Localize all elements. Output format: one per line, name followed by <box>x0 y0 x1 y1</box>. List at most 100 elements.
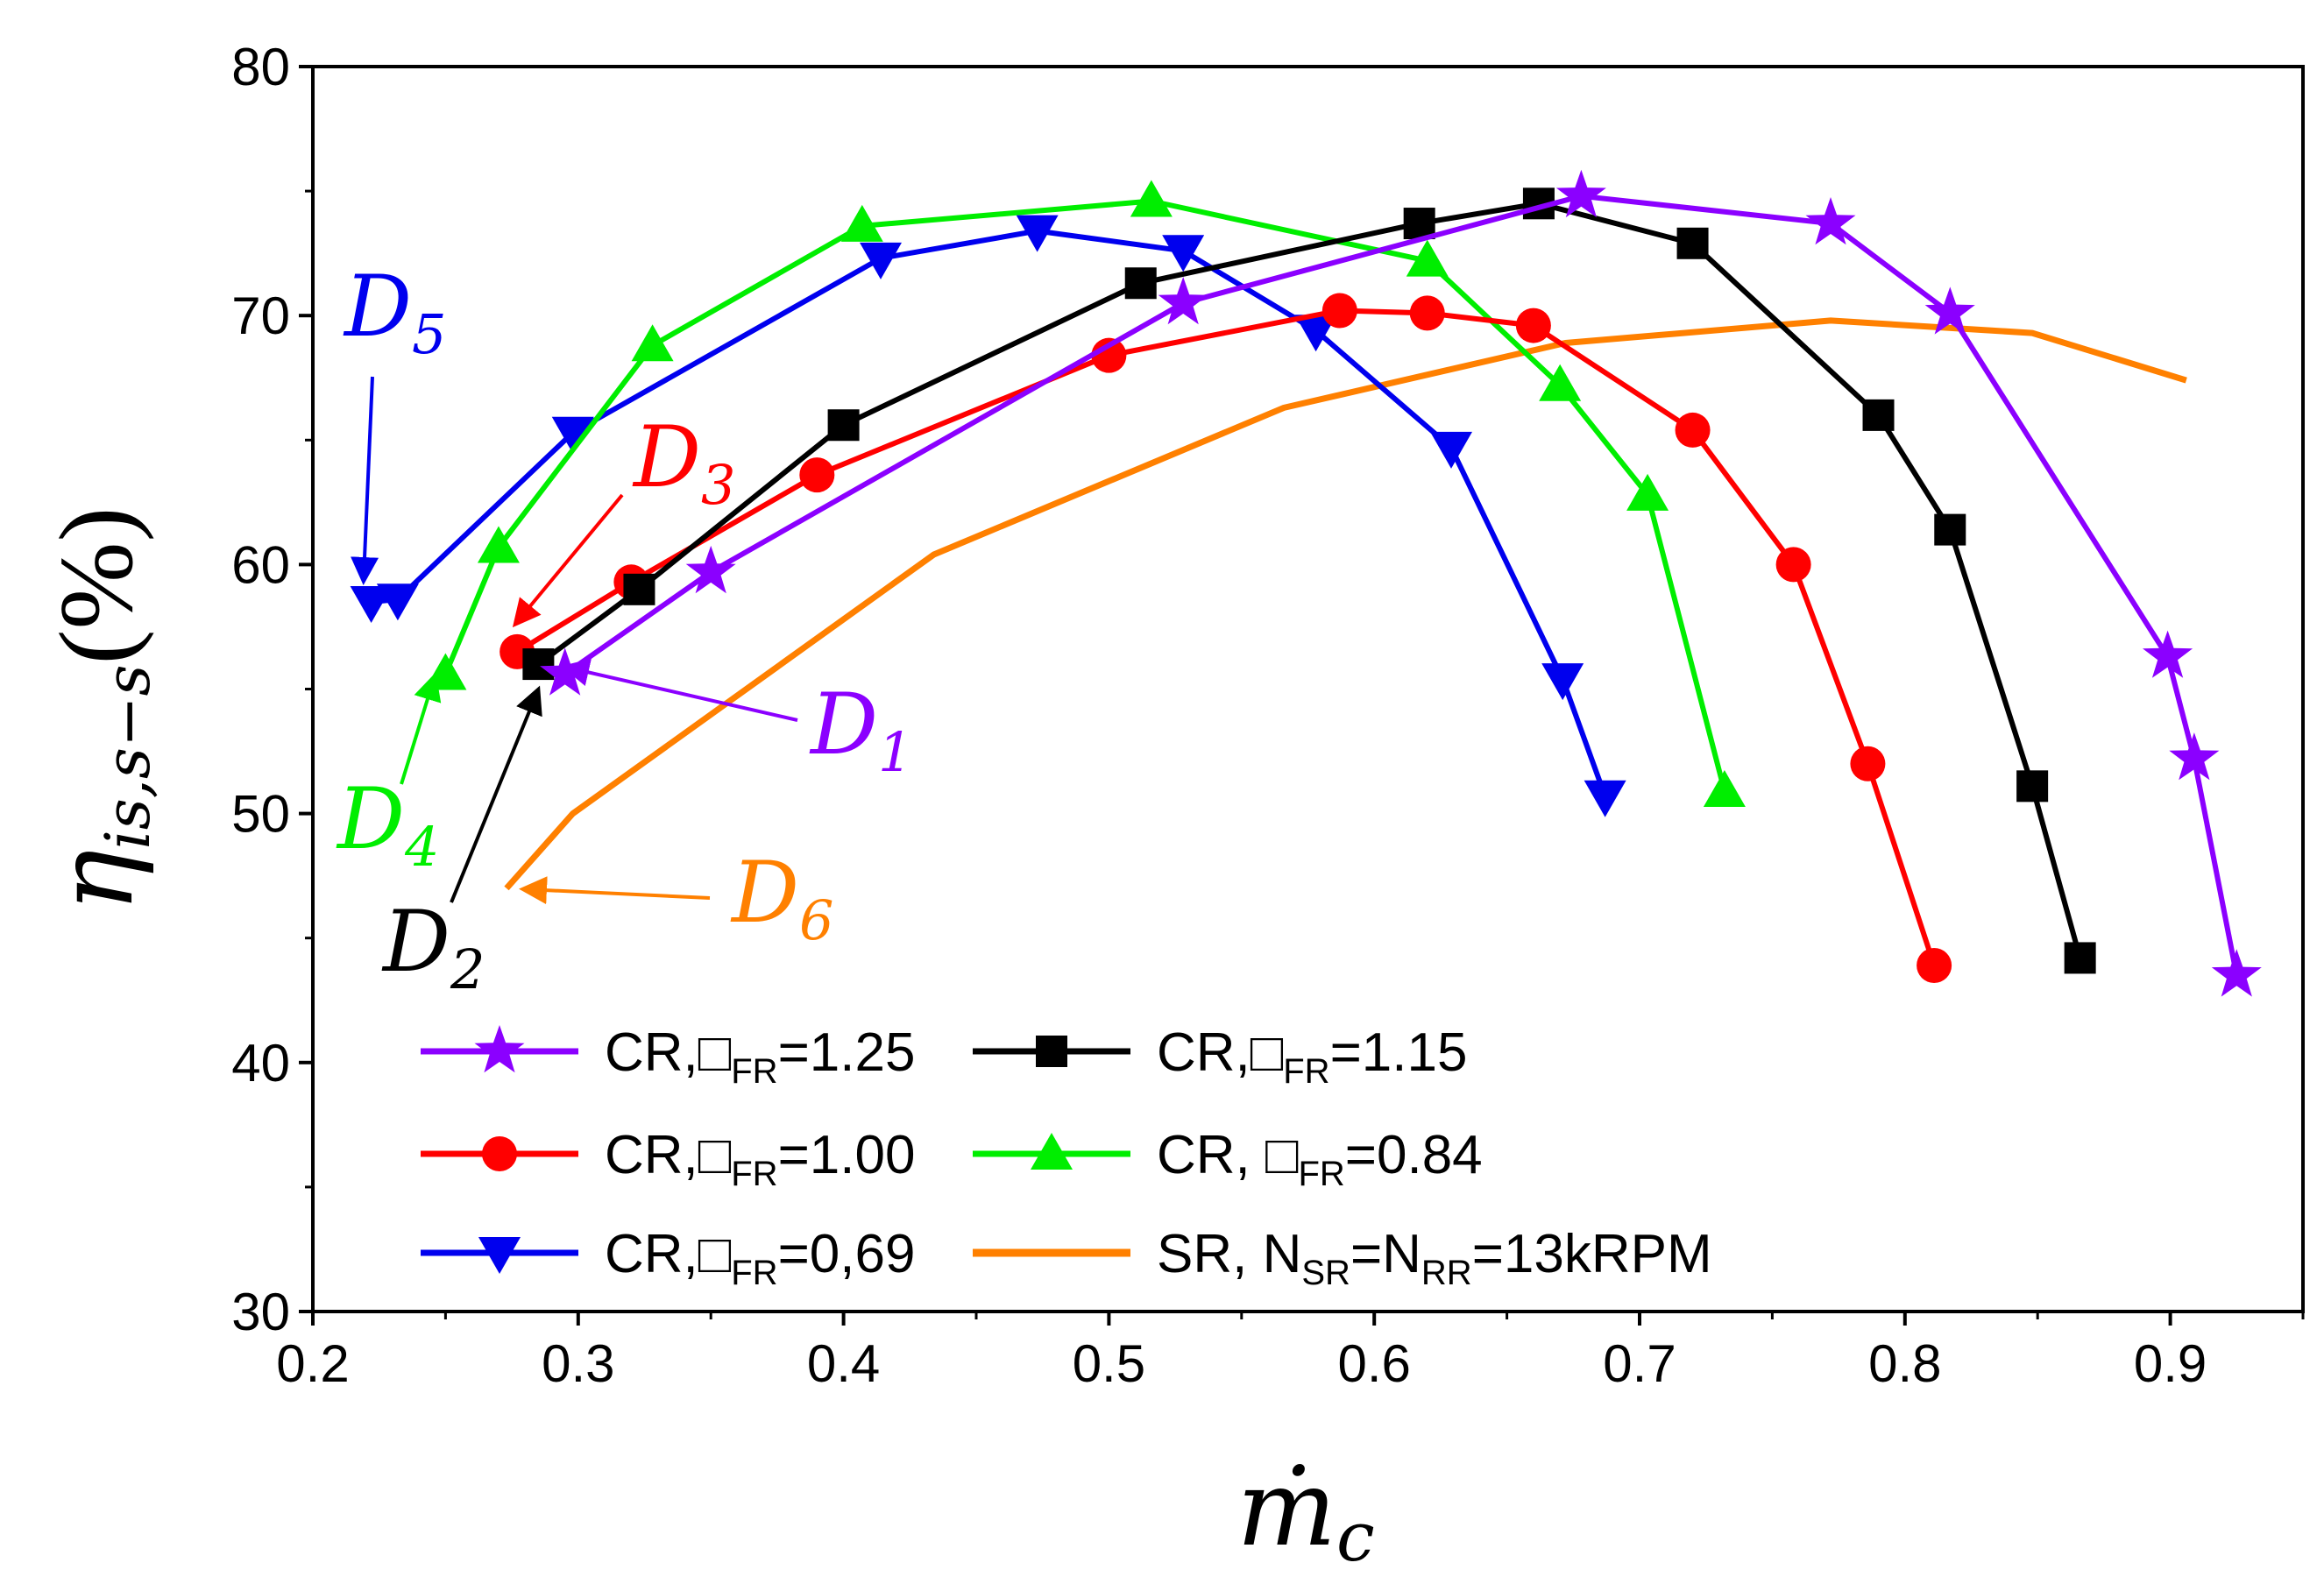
x-tick-label: 0.8 <box>1868 1334 1941 1393</box>
x-tick-label: 0.2 <box>276 1334 349 1393</box>
data-point <box>1162 235 1205 272</box>
data-point <box>1775 547 1811 583</box>
annotation-arrow <box>400 672 442 785</box>
legend-label: CR,□FR=0,69 <box>605 1224 915 1292</box>
data-point <box>1676 227 1709 259</box>
data-point <box>376 583 419 621</box>
y-axis-title: ηis,s−s(%) <box>35 507 164 913</box>
annotation-d3: D3 <box>512 408 735 628</box>
annotation-label: D4 <box>336 770 439 879</box>
legend-item-4: CR, □FR=0.84 <box>973 1125 1483 1193</box>
data-point <box>1016 215 1059 252</box>
data-point <box>1430 431 1473 469</box>
legend-label: CR,□FR=1.25 <box>605 1022 915 1091</box>
annotation-arrow <box>519 876 711 905</box>
data-point <box>859 242 902 279</box>
data-point <box>2169 732 2220 781</box>
data-point <box>522 648 555 681</box>
legend-item-3: CR,□FR=1.00 <box>421 1125 915 1193</box>
data-point <box>1584 780 1626 817</box>
legend-item-5: CR,□FR=0,69 <box>421 1224 915 1292</box>
series-line <box>371 228 1608 797</box>
legend-label: CR, □FR=0.84 <box>1157 1125 1483 1193</box>
data-point <box>827 409 860 442</box>
annotation-d1: D1 <box>561 658 912 784</box>
data-point <box>1515 308 1551 343</box>
annotation-label: D1 <box>809 675 912 784</box>
data-point <box>1924 286 1975 335</box>
legend-item-6: SR, NSR=NRR=13kRPM <box>973 1224 1712 1292</box>
y-tick-label: 60 <box>231 535 290 594</box>
annotation-layer: D1 D2 D3 D4 D5 D6 <box>336 258 912 1001</box>
legend: CR,□FR=1.25 CR,□FR=1.15 CR,□FR=1.00 CR, □FR… <box>421 1022 1712 1292</box>
series-3 <box>500 293 1952 983</box>
x-axis-title: ṁc <box>1236 1448 1374 1577</box>
data-point <box>1321 293 1357 329</box>
series-5 <box>350 215 1626 817</box>
annotation-label: D6 <box>730 844 833 952</box>
x-tick-label: 0.6 <box>1337 1334 1410 1393</box>
legend-label: CR,□FR=1.00 <box>605 1125 915 1193</box>
data-point <box>1934 513 1966 546</box>
legend-label: CR,□FR=1.15 <box>1157 1022 1467 1091</box>
data-point <box>1406 239 1449 277</box>
x-tick-label: 0.7 <box>1603 1334 1676 1393</box>
series-2 <box>522 187 2096 974</box>
annotation-label: D3 <box>632 408 735 517</box>
data-point <box>1158 277 1208 325</box>
annotation-label: D5 <box>343 258 446 366</box>
annotation-arrow <box>512 493 624 628</box>
data-point <box>1409 295 1445 331</box>
data-point <box>1555 169 1606 218</box>
annotation-d2: D2 <box>381 685 542 1001</box>
data-point <box>799 457 835 493</box>
data-point <box>685 545 736 594</box>
x-tick-label: 0.3 <box>542 1334 614 1393</box>
axes-layer: 0.2 0.3 0.4 0.5 0.6 0.7 0.8 0.9 30 40 50 60 70 80 <box>231 38 2305 1393</box>
data-point <box>551 416 594 454</box>
data-point <box>1124 267 1157 300</box>
annotation-d6: D6 <box>519 844 833 952</box>
data-point <box>2211 949 2262 997</box>
data-point <box>1541 663 1584 701</box>
series-line <box>504 317 2187 891</box>
y-tick-label: 70 <box>231 286 290 345</box>
x-tick-label: 0.9 <box>2134 1334 2207 1393</box>
data-point <box>1675 412 1711 448</box>
annotation-d5: D5 <box>343 258 446 585</box>
legend-item-2: CR,□FR=1.15 <box>973 1022 1467 1091</box>
data-point <box>1294 315 1337 352</box>
legend-swatch-marker <box>1036 1036 1067 1067</box>
y-tick-label: 80 <box>231 38 290 96</box>
y-tick-label: 40 <box>231 1034 290 1092</box>
legend-label: SR, NSR=NRR=13kRPM <box>1157 1224 1712 1292</box>
data-point <box>1805 197 1856 245</box>
annotation-arrow <box>351 376 379 585</box>
annotation-label: D2 <box>381 893 485 1001</box>
legend-swatch-marker <box>474 1025 525 1073</box>
data-point <box>2016 770 2049 803</box>
legend-swatch-marker <box>478 1237 521 1274</box>
data-point <box>350 586 393 624</box>
data-point <box>1403 208 1435 240</box>
y-tick-label: 50 <box>231 785 290 844</box>
data-point <box>1539 364 1582 401</box>
annotation-d4: D4 <box>336 672 442 879</box>
data-point <box>623 573 655 605</box>
data-point <box>2143 630 2193 678</box>
legend-item-1: CR,□FR=1.25 <box>421 1022 915 1091</box>
data-point <box>1917 947 1952 983</box>
data-point <box>1862 399 1895 431</box>
series-layer <box>350 169 2262 997</box>
series-line <box>515 308 1937 966</box>
data-point <box>1091 337 1127 373</box>
data-point <box>2064 942 2096 974</box>
legend-swatch-marker <box>482 1136 517 1171</box>
x-tick-label: 0.4 <box>807 1334 880 1393</box>
data-point <box>840 204 883 242</box>
x-tick-label: 0.5 <box>1073 1334 1145 1393</box>
legend-swatch-marker <box>1031 1133 1073 1170</box>
annotation-arrow <box>561 658 798 722</box>
data-point <box>1130 180 1173 217</box>
